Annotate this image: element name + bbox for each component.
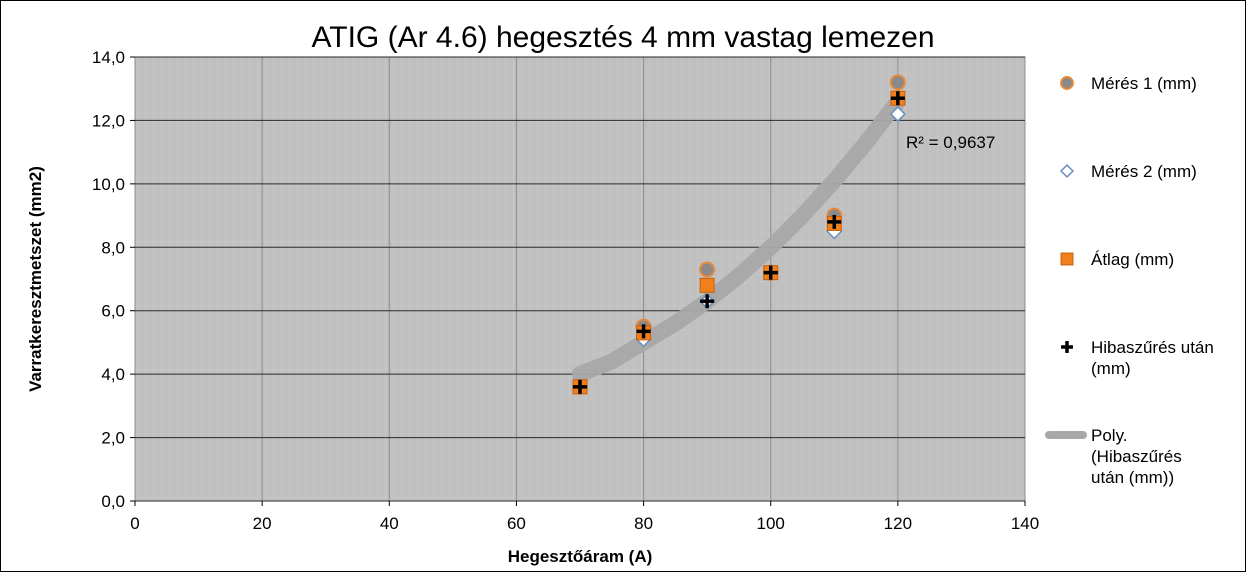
legend-entry-line: (Hibaszűrés	[1091, 447, 1182, 466]
y-tick-label: 2,0	[101, 429, 125, 448]
y-tick-label: 10,0	[92, 175, 125, 194]
legend-entry-line: Mérés 1 (mm)	[1091, 74, 1197, 93]
x-tick-label: 60	[507, 514, 526, 533]
x-tick-label: 40	[380, 514, 399, 533]
legend-entry-line: Poly.	[1091, 426, 1128, 445]
legend: Mérés 1 (mm) Mérés 2 (mm) Átlag (mm) Hibasz…	[1045, 74, 1214, 487]
trendline	[572, 93, 906, 383]
r-squared-label: R² = 0,9637	[906, 133, 995, 152]
legend-entry-line: (mm)	[1091, 359, 1131, 378]
y-tick-label: 4,0	[101, 365, 125, 384]
legend-marker-3	[1060, 252, 1074, 266]
legend-entry-4: Hibaszűrés után (mm)	[1091, 338, 1214, 378]
legend-entry-1: Mérés 1 (mm)	[1091, 74, 1197, 93]
trendline-layer	[572, 93, 906, 383]
x-tick-label: 0	[130, 514, 139, 533]
series-4-point	[827, 214, 842, 229]
y-tick-label: 8,0	[101, 238, 125, 257]
legend-entry-line: Átlag (mm)	[1091, 250, 1174, 269]
legend-entry-3: Átlag (mm)	[1091, 250, 1174, 269]
legend-entry-line: Mérés 2 (mm)	[1091, 162, 1197, 181]
axis-ticks: 0 20 40 60 80 100 120 140 0,0 2,0 4,0 6,0 8,0 10,0 12,…	[92, 48, 1039, 533]
y-tick-label: 6,0	[101, 302, 125, 321]
y-tick-label: 14,0	[92, 48, 125, 67]
series-3-point	[699, 277, 715, 293]
legend-entry-trendline: Poly. (Hibaszűrés után (mm))	[1091, 426, 1182, 487]
legend-entry-2: Mérés 2 (mm)	[1091, 162, 1197, 181]
legend-marker-4	[1061, 341, 1073, 353]
x-axis-label: Hegesztőáram (A)	[508, 547, 653, 566]
x-tick-label: 100	[757, 514, 785, 533]
series-4-point	[636, 324, 651, 339]
y-tick-label: 12,0	[92, 111, 125, 130]
x-tick-label: 20	[253, 514, 272, 533]
y-axis-label: Varratkeresztmetszet (mm2)	[26, 166, 45, 392]
data-points	[571, 74, 906, 395]
plot-area	[134, 56, 1026, 502]
series-4-point	[573, 379, 587, 394]
series-2-point	[889, 106, 906, 123]
x-tick-label: 80	[634, 514, 653, 533]
x-tick-label: 120	[884, 514, 912, 533]
series-1-point	[889, 74, 906, 91]
series-4-point	[890, 91, 905, 106]
x-tick-label: 140	[1011, 514, 1039, 533]
legend-marker-2	[1059, 163, 1075, 179]
chart-title: ATIG (Ar 4.6) hegesztés 4 mm vastag leme…	[311, 21, 934, 54]
series-1-point	[699, 261, 716, 278]
series-4-point	[700, 294, 715, 309]
legend-entry-line: után (mm))	[1091, 468, 1174, 487]
legend-entry-line: Hibaszűrés után	[1091, 338, 1214, 357]
legend-marker-1	[1060, 76, 1074, 90]
series-4-point	[763, 265, 778, 280]
y-tick-label: 0,0	[101, 492, 125, 511]
